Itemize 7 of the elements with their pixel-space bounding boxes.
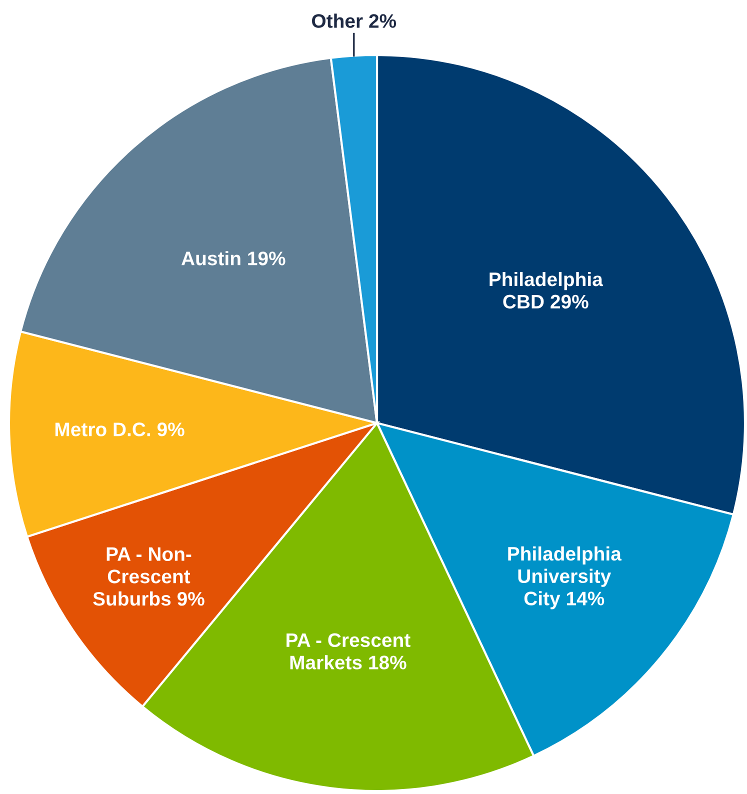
slice-label: Metro D.C. 9% [55, 422, 184, 436]
slice-label: PA - Non- Crescent Suburbs 9% [93, 547, 204, 606]
slice-label: Philadelphia University City 14% [508, 546, 622, 610]
slice-label: Philadelphia CBD 29% [490, 272, 604, 309]
slice-label: Austin 19% [182, 251, 286, 266]
slice-label: Other 2% [312, 14, 396, 28]
slice-label: PA - Crescent Markets 18% [286, 633, 410, 670]
